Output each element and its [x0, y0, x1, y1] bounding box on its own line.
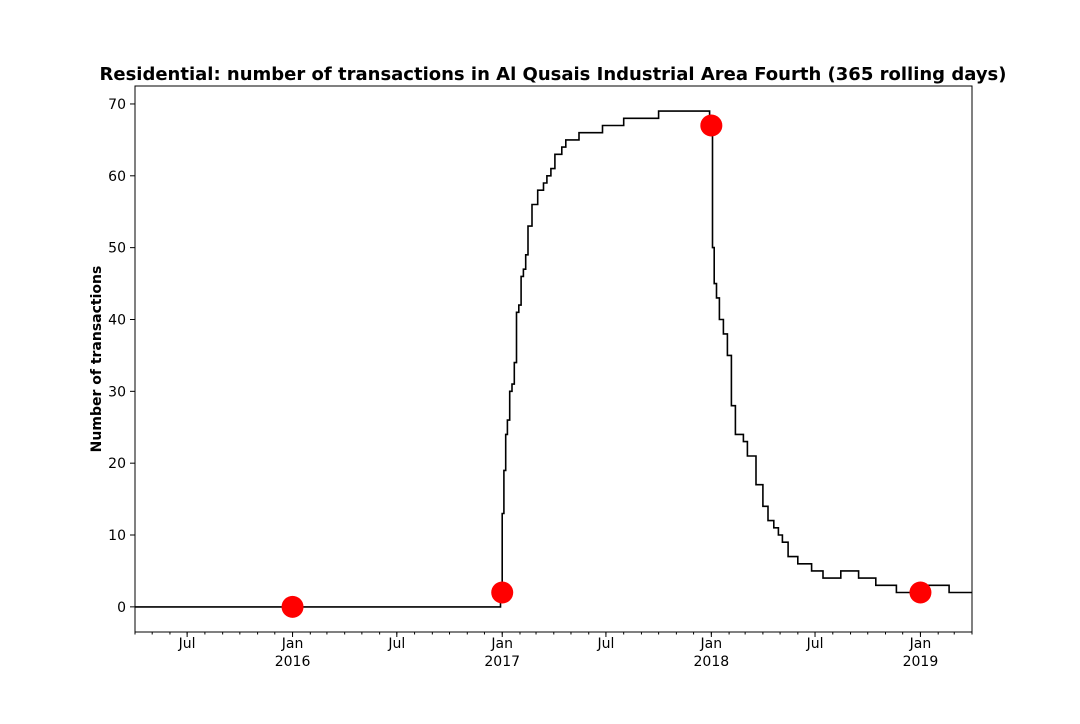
x-tick-year-label: 2018 [694, 654, 730, 670]
x-tick-year-label: 2017 [484, 654, 520, 670]
y-tick-label: 60 [108, 169, 126, 185]
y-axis-label: Number of transactions [89, 266, 105, 453]
x-tick-label: Jan [281, 636, 304, 652]
y-tick-label: 50 [108, 241, 126, 257]
y-tick-label: 0 [117, 600, 126, 616]
data-point-marker [281, 595, 304, 618]
y-tick-label: 30 [108, 384, 126, 400]
marker-layer [281, 114, 932, 618]
y-tick-label: 10 [108, 528, 126, 544]
series-line [135, 110, 972, 608]
x-tick-year-label: 2016 [275, 654, 311, 670]
x-tick-label: Jul [387, 636, 405, 652]
x-tick-year-label: 2019 [903, 654, 939, 670]
x-tick-label: Jul [806, 636, 824, 652]
data-point-marker [491, 581, 514, 604]
x-tick-label: Jan [909, 636, 932, 652]
y-tick-label: 70 [108, 97, 126, 113]
x-tick-label: Jan [490, 636, 513, 652]
x-tick-label: Jan [700, 636, 723, 652]
chart-title: Residential: number of transactions in A… [100, 64, 1007, 85]
data-point-marker [700, 114, 723, 137]
plot-frame [134, 85, 973, 633]
x-tick-label: Jul [596, 636, 614, 652]
x-tick-label: Jul [178, 636, 196, 652]
y-tick-label: 40 [108, 312, 126, 328]
y-tick-label: 20 [108, 456, 126, 472]
series-layer [135, 110, 972, 608]
axis-ticks: 0 10 20 30 40 50 60 70 Jul Jan 2016 Jul Jan 2017 Jul Ja… [108, 97, 973, 670]
data-point-marker [909, 581, 932, 604]
